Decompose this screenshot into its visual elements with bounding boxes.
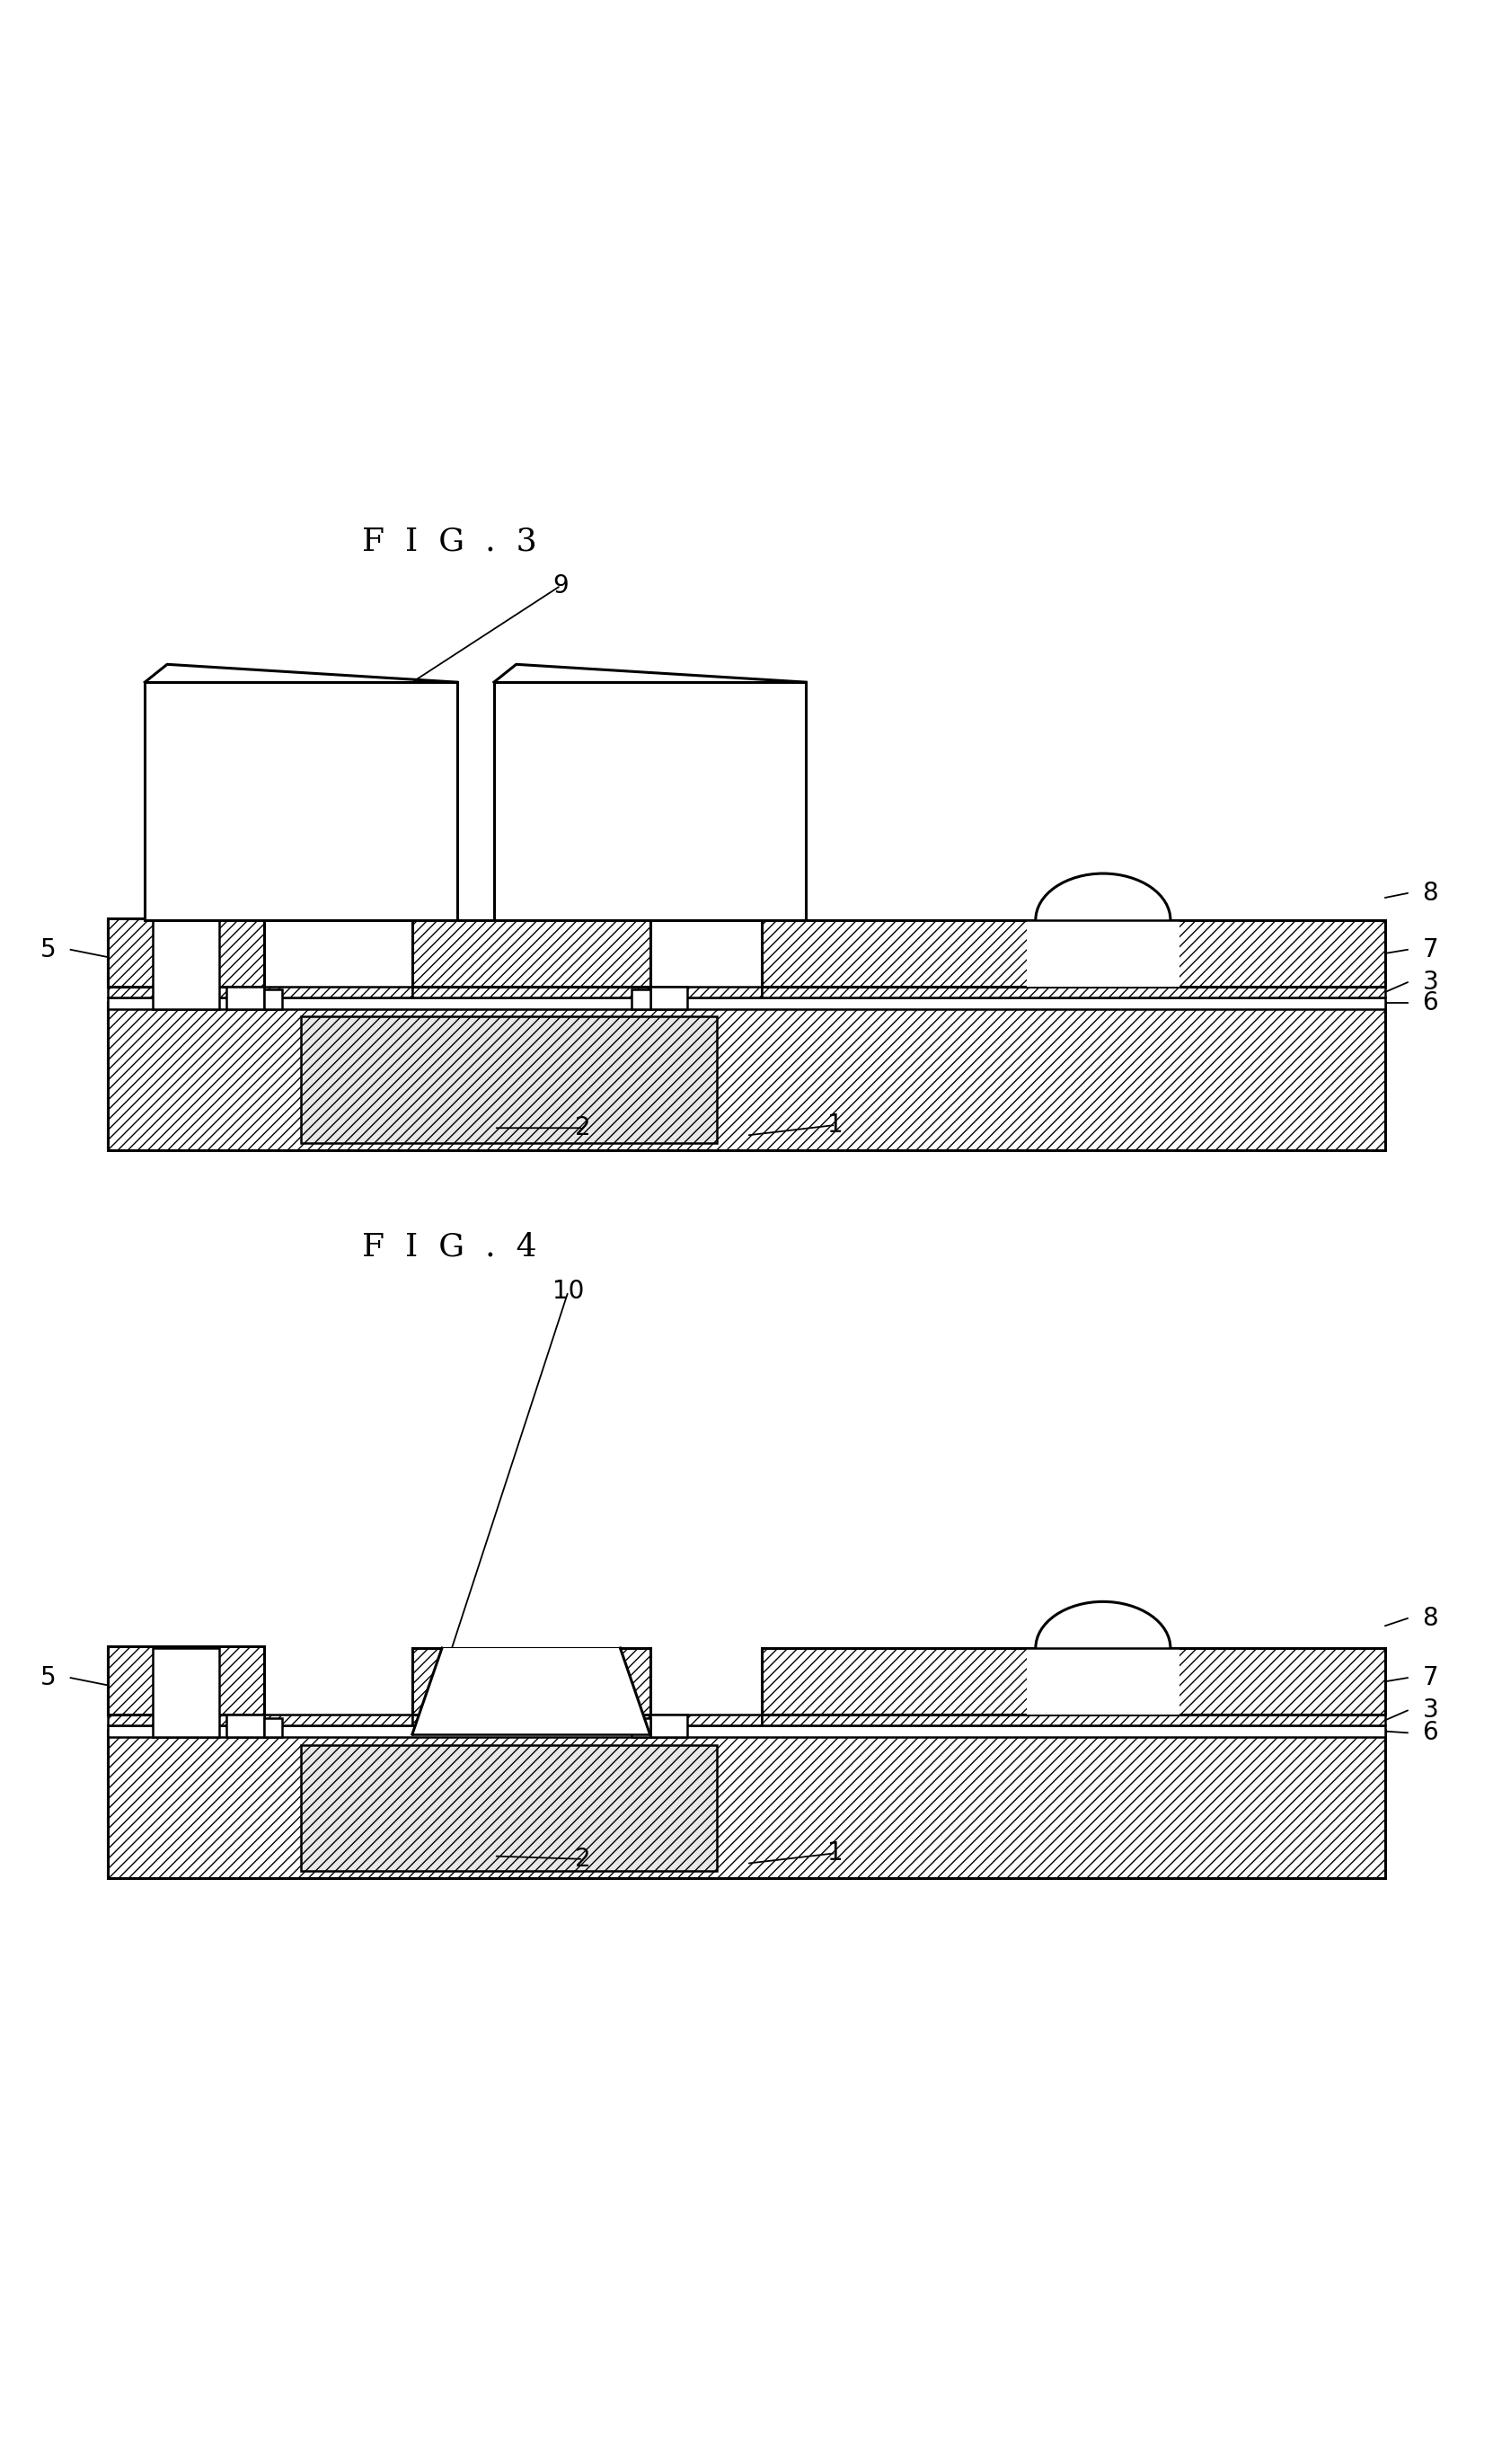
Bar [264,986,412,998]
Bar [107,919,264,986]
Polygon shape [412,1648,649,1735]
Bar [264,1717,282,1737]
Bar [1042,919,1165,986]
Bar [107,986,264,998]
Bar [264,1715,412,1725]
Text: 6: 6 [1423,1720,1438,1745]
Bar [412,986,649,998]
Bar [107,998,1386,1010]
Bar [649,986,761,998]
Text: 5: 5 [40,936,55,963]
Text: F  I  G  .  4: F I G . 4 [361,1232,537,1262]
Ellipse shape [1036,1602,1171,1695]
Bar [1042,1648,1165,1715]
Bar [227,986,264,1010]
Bar [107,1648,264,1715]
Bar [227,1715,264,1737]
Bar [302,1018,717,1143]
Bar [649,1715,761,1725]
Bar [107,1730,1386,1878]
Text: 10: 10 [552,1279,584,1303]
Ellipse shape [1036,875,1171,966]
Text: 8: 8 [1423,1607,1438,1631]
Text: 9: 9 [552,574,569,599]
Bar [649,1715,687,1737]
Text: F  I  G  .  3: F I G . 3 [361,525,537,557]
Text: 7: 7 [1423,936,1438,963]
Bar [152,919,219,1010]
Bar [107,1725,1386,1737]
Bar [761,919,1386,986]
Bar [494,683,806,919]
Text: 2: 2 [575,1116,591,1141]
Bar [412,1715,649,1725]
Text: 5: 5 [40,1666,55,1690]
Bar [761,1648,1386,1715]
Bar [632,991,649,1010]
Bar [107,1003,1386,1151]
Text: 1: 1 [827,1841,844,1865]
Text: 1: 1 [827,1111,844,1138]
Bar [1027,1648,1179,1715]
Text: 6: 6 [1423,991,1438,1015]
Bar [412,1648,649,1715]
Bar [107,919,264,986]
Bar [649,986,687,1010]
Text: 3: 3 [1423,971,1438,995]
Bar [145,683,457,919]
Bar [302,1745,717,1870]
Text: 7: 7 [1423,1666,1438,1690]
Bar [152,1648,219,1737]
Bar [107,1715,264,1725]
Bar [107,1646,264,1715]
Bar [761,1715,1386,1725]
Bar [412,919,649,986]
Text: 2: 2 [575,1846,591,1873]
Bar [1027,919,1179,986]
Text: 3: 3 [1423,1698,1438,1722]
Bar [761,986,1386,998]
Bar [632,1717,649,1737]
Bar [264,991,282,1010]
Text: 8: 8 [1423,880,1438,907]
